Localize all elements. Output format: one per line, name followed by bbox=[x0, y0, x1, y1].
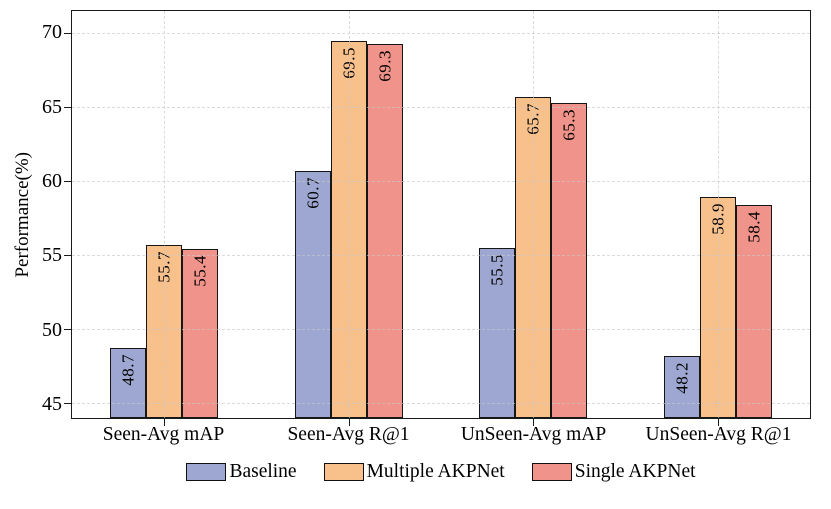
x-category-label: Seen-Avg R@1 bbox=[287, 424, 410, 445]
x-tick-mark bbox=[717, 419, 719, 426]
y-tick-label: 55 bbox=[42, 244, 62, 267]
h-gridline bbox=[72, 181, 810, 183]
y-tick-mark bbox=[64, 33, 71, 35]
legend-label: Multiple AKPNet bbox=[366, 461, 505, 482]
x-tick-mark bbox=[164, 419, 166, 426]
x-tick-mark bbox=[533, 419, 535, 426]
bar: 55.5 bbox=[479, 247, 516, 418]
bar: 48.2 bbox=[663, 355, 700, 418]
y-tick-mark bbox=[64, 107, 71, 109]
bar-value-label: 48.7 bbox=[118, 354, 138, 387]
y-tick-mark bbox=[64, 329, 71, 331]
h-gridline bbox=[72, 403, 810, 405]
y-tick-label: 65 bbox=[42, 95, 62, 118]
bar: 55.7 bbox=[146, 244, 183, 418]
y-tick-mark bbox=[64, 403, 71, 405]
bar: 60.7 bbox=[294, 170, 331, 418]
legend-item: Multiple AKPNet bbox=[323, 461, 505, 483]
bar: 69.3 bbox=[366, 43, 403, 418]
v-gridline bbox=[717, 11, 719, 418]
legend-item: Baseline bbox=[186, 461, 297, 483]
bar-value-label: 55.4 bbox=[190, 255, 210, 288]
x-category-label: UnSeen-Avg R@1 bbox=[645, 424, 792, 445]
legend-swatch bbox=[531, 463, 572, 481]
legend: Baseline Multiple AKPNet Single AKPNet bbox=[71, 461, 811, 483]
y-tick-label: 50 bbox=[42, 318, 62, 341]
bar: 58.4 bbox=[735, 204, 772, 418]
y-tick-label: 70 bbox=[42, 21, 62, 44]
bar: 55.4 bbox=[182, 249, 219, 418]
h-gridline bbox=[72, 107, 810, 109]
y-tick-mark bbox=[64, 255, 71, 257]
bar: 69.5 bbox=[330, 40, 367, 418]
h-gridline bbox=[72, 33, 810, 35]
bar-value-label: 58.4 bbox=[744, 210, 764, 243]
bar: 65.3 bbox=[551, 102, 588, 418]
y-tick-mark bbox=[64, 181, 71, 183]
legend-label: Baseline bbox=[229, 461, 297, 482]
y-axis: 45 50 55 60 65 70 bbox=[0, 10, 62, 419]
bar-value-label: 69.3 bbox=[375, 49, 395, 82]
h-gridline bbox=[72, 255, 810, 257]
v-gridline bbox=[164, 11, 166, 418]
h-gridline bbox=[72, 329, 810, 331]
bar: 48.7 bbox=[110, 348, 147, 418]
bar: 65.7 bbox=[515, 96, 552, 418]
v-gridline bbox=[533, 11, 535, 418]
v-gridline bbox=[348, 11, 350, 418]
plot-area: 48.7 60.7 55.5 48.2 55.7 69.5 65.7 58.9 55.4 69.3… bbox=[64, 10, 811, 426]
y-tick-label: 60 bbox=[42, 170, 62, 193]
bar-value-label: 65.3 bbox=[559, 108, 579, 141]
bar: 58.9 bbox=[699, 197, 736, 418]
x-tick-mark bbox=[348, 419, 350, 426]
legend-swatch bbox=[186, 463, 227, 481]
legend-swatch bbox=[323, 463, 364, 481]
x-category-label: Seen-Avg mAP bbox=[102, 424, 225, 445]
legend-label: Single AKPNet bbox=[574, 461, 696, 482]
x-axis-labels: Seen-Avg mAP Seen-Avg R@1 UnSeen-Avg mAP Un… bbox=[71, 424, 811, 448]
bar-value-label: 48.2 bbox=[672, 361, 692, 394]
x-category-label: UnSeen-Avg mAP bbox=[460, 424, 607, 445]
y-tick-label: 45 bbox=[42, 393, 62, 416]
legend-item: Single AKPNet bbox=[531, 461, 696, 483]
bar-value-label: 55.5 bbox=[487, 253, 507, 286]
